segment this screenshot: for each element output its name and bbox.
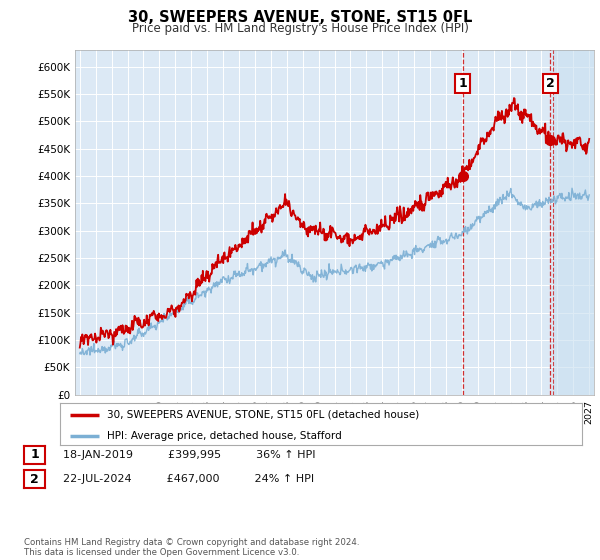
Text: 2: 2 <box>546 77 554 90</box>
Text: 1: 1 <box>30 449 39 461</box>
Text: 22-JUL-2024          £467,000          24% ↑ HPI: 22-JUL-2024 £467,000 24% ↑ HPI <box>56 474 314 484</box>
Text: HPI: Average price, detached house, Stafford: HPI: Average price, detached house, Staf… <box>107 431 342 441</box>
Text: 30, SWEEPERS AVENUE, STONE, ST15 0FL (detached house): 30, SWEEPERS AVENUE, STONE, ST15 0FL (de… <box>107 410 419 420</box>
Bar <box>553 50 594 395</box>
Text: 1: 1 <box>458 77 467 90</box>
Text: 30, SWEEPERS AVENUE, STONE, ST15 0FL: 30, SWEEPERS AVENUE, STONE, ST15 0FL <box>128 10 472 25</box>
Text: 2: 2 <box>30 473 39 486</box>
Text: Contains HM Land Registry data © Crown copyright and database right 2024.
This d: Contains HM Land Registry data © Crown c… <box>24 538 359 557</box>
Text: Price paid vs. HM Land Registry's House Price Index (HPI): Price paid vs. HM Land Registry's House … <box>131 22 469 35</box>
Text: 18-JAN-2019          £399,995          36% ↑ HPI: 18-JAN-2019 £399,995 36% ↑ HPI <box>56 450 316 460</box>
